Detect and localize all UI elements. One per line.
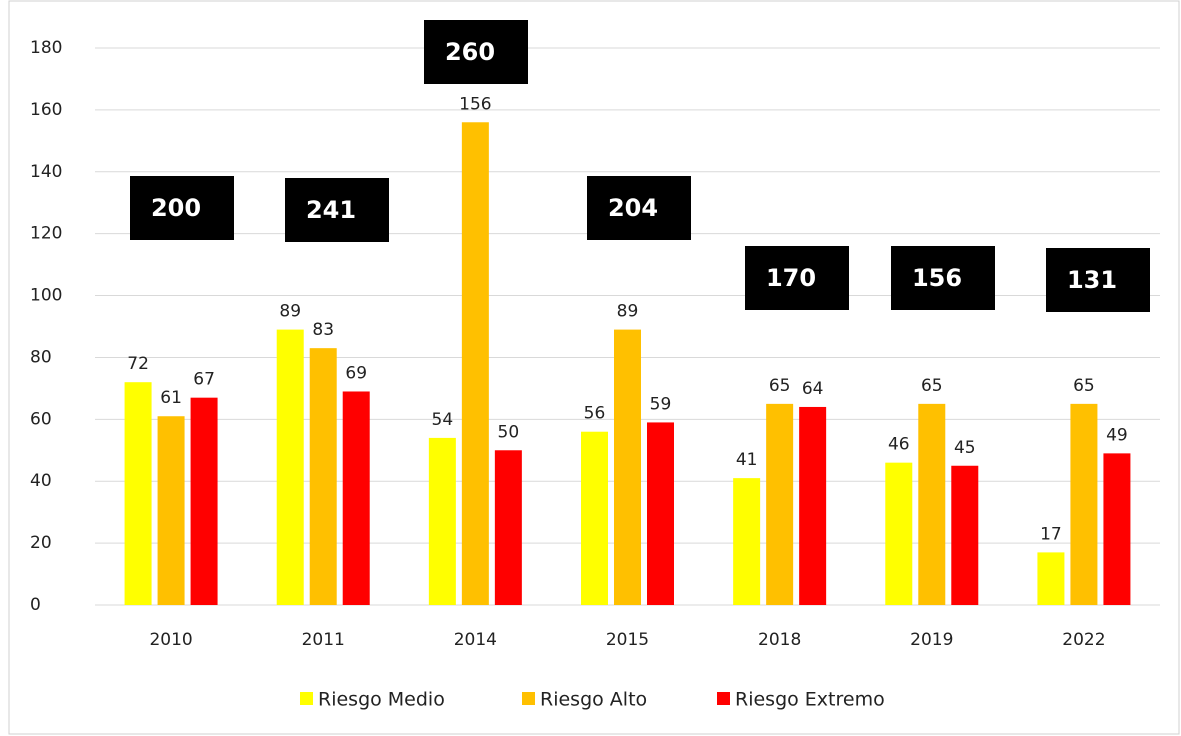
bar <box>733 478 761 605</box>
bar <box>157 416 185 605</box>
y-tick-label: 40 <box>30 471 52 491</box>
bar <box>494 450 522 605</box>
x-tick-label: 2022 <box>1062 630 1105 650</box>
bar <box>428 437 456 605</box>
y-tick-label: 120 <box>30 224 62 244</box>
bar <box>951 465 979 605</box>
bar <box>581 431 608 605</box>
total-label: 204 <box>608 194 658 222</box>
data-label: 59 <box>650 394 672 414</box>
legend-swatch <box>522 692 535 705</box>
data-label: 56 <box>584 404 606 424</box>
total-box <box>130 176 234 240</box>
legend-label: Riesgo Medio <box>318 689 445 711</box>
bar <box>190 397 218 605</box>
y-tick-label: 160 <box>30 100 62 120</box>
bar <box>1037 552 1065 605</box>
data-label: 156 <box>459 94 491 114</box>
total-label: 156 <box>912 264 962 292</box>
total-box <box>891 246 995 310</box>
total-box <box>745 246 849 310</box>
data-label: 83 <box>312 320 334 340</box>
total-box <box>1046 248 1150 312</box>
total-box <box>587 176 691 240</box>
data-label: 69 <box>345 363 367 383</box>
x-tick-label: 2019 <box>910 630 953 650</box>
bar <box>1070 403 1098 605</box>
y-tick-label: 140 <box>30 162 62 182</box>
data-label: 46 <box>888 435 910 455</box>
total-label: 200 <box>151 194 201 222</box>
data-label: 17 <box>1040 524 1062 544</box>
total-box <box>285 178 389 242</box>
chart-frame <box>8 0 1180 735</box>
data-label: 65 <box>769 376 791 396</box>
total-label: 241 <box>306 196 356 224</box>
data-label: 49 <box>1106 425 1128 445</box>
bar <box>276 329 304 605</box>
y-tick-label: 100 <box>30 286 62 306</box>
bar <box>799 406 827 605</box>
legend-swatch <box>717 692 730 705</box>
bar <box>647 422 674 605</box>
y-tick-label: 180 <box>30 38 62 58</box>
legend-label: Riesgo Extremo <box>735 689 885 711</box>
bar <box>918 403 946 605</box>
x-tick-label: 2010 <box>149 630 192 650</box>
data-label: 89 <box>617 302 639 322</box>
total-label: 131 <box>1067 266 1117 294</box>
bar <box>342 391 370 605</box>
bar <box>885 462 913 605</box>
x-tick-label: 2018 <box>758 630 801 650</box>
data-label: 64 <box>802 379 824 399</box>
bar <box>614 329 641 605</box>
bar <box>124 382 152 605</box>
data-label: 65 <box>1073 376 1095 396</box>
total-label: 260 <box>445 38 495 66</box>
y-tick-label: 80 <box>30 347 52 367</box>
data-label: 67 <box>193 370 215 390</box>
total-box <box>424 20 528 84</box>
data-label: 65 <box>921 376 943 396</box>
bar <box>309 348 337 605</box>
legend-swatch <box>300 692 313 705</box>
y-tick-label: 20 <box>30 533 52 553</box>
legend-label: Riesgo Alto <box>540 689 647 711</box>
y-tick-label: 0 <box>30 595 41 615</box>
data-label: 72 <box>127 354 149 374</box>
x-tick-label: 2011 <box>302 630 345 650</box>
total-label: 170 <box>766 264 816 292</box>
data-label: 89 <box>279 302 301 322</box>
data-label: 41 <box>736 450 758 470</box>
data-label: 45 <box>954 438 976 458</box>
y-tick-label: 60 <box>30 409 52 429</box>
bar <box>461 122 489 606</box>
x-tick-label: 2014 <box>454 630 497 650</box>
data-label: 50 <box>498 422 520 442</box>
data-label: 61 <box>160 388 182 408</box>
bar <box>766 403 794 605</box>
bar <box>1103 453 1131 605</box>
x-tick-label: 2015 <box>606 630 649 650</box>
data-label: 54 <box>432 410 454 430</box>
